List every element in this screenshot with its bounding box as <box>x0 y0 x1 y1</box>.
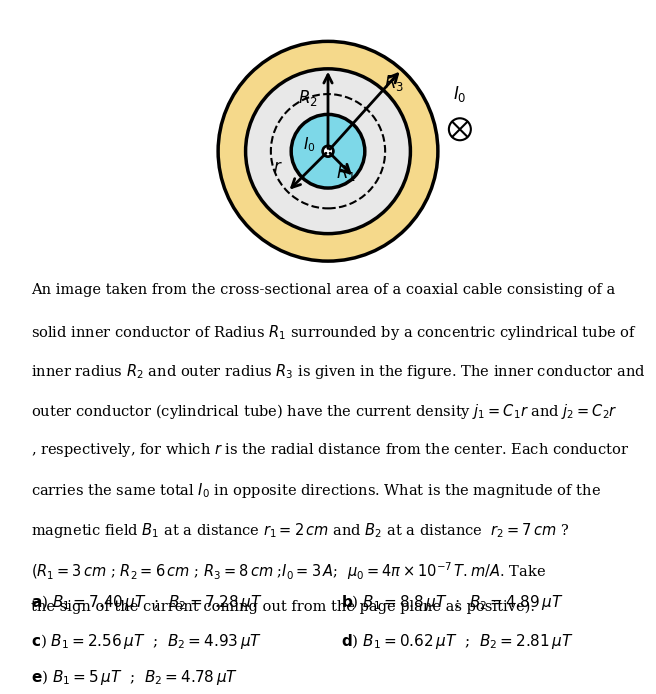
Text: An image taken from the cross-sectional area of a coaxial cable consisting of a: An image taken from the cross-sectional … <box>31 283 616 297</box>
Text: $R_1$: $R_1$ <box>336 163 356 183</box>
Wedge shape <box>302 115 354 151</box>
Text: $r$: $r$ <box>273 158 282 176</box>
Text: $\mathbf{e}$) $B_1 = 5\,\mu T$  ;  $B_2 = 4.78\,\mu T$: $\mathbf{e}$) $B_1 = 5\,\mu T$ ; $B_2 = … <box>31 668 239 687</box>
Text: inner radius $R_2$ and outer radius $R_3$ is given in the figure. The inner cond: inner radius $R_2$ and outer radius $R_3… <box>31 362 646 381</box>
Text: $\mathbf{c}$) $B_1 = 2.56\,\mu T$  ;  $B_2 = 4.93\,\mu T$: $\mathbf{c}$) $B_1 = 2.56\,\mu T$ ; $B_2… <box>31 632 262 650</box>
Text: carries the same total $I_0$ in opposite directions. What is the magnitude of th: carries the same total $I_0$ in opposite… <box>31 481 602 500</box>
Text: outer conductor (cylindrical tube) have the current density $j_1 = C_1r$ and $j_: outer conductor (cylindrical tube) have … <box>31 402 618 421</box>
Text: , respectively, for which $r$ is the radial distance from the center. Each condu: , respectively, for which $r$ is the rad… <box>31 441 630 459</box>
Circle shape <box>325 148 331 155</box>
Text: $R_3$: $R_3$ <box>384 73 404 93</box>
Text: the sign of the current coming out from the page plane as positive).: the sign of the current coming out from … <box>31 600 535 614</box>
Text: $I_0$: $I_0$ <box>303 135 316 154</box>
Text: $R_2$: $R_2$ <box>298 89 318 108</box>
Text: magnetic field $B_1$ at a distance $r_1 = 2\,cm$ and $B_2$ at a distance  $r_2 =: magnetic field $B_1$ at a distance $r_1 … <box>31 520 570 540</box>
Circle shape <box>218 42 438 261</box>
Circle shape <box>291 115 365 188</box>
Text: $\mathbf{b}$) $B_1 = 8.8\,\mu T$  ;  $B_2 = 4.89\,\mu T$: $\mathbf{b}$) $B_1 = 8.8\,\mu T$ ; $B_2 … <box>341 593 564 612</box>
Text: $\mathbf{d}$) $B_1 = 0.62\,\mu T$  ;  $B_2 = 2.81\,\mu T$: $\mathbf{d}$) $B_1 = 0.62\,\mu T$ ; $B_2… <box>341 632 574 650</box>
Text: $(R_1 = 3\,cm$ ; $R_2 = 6\,cm$ ; $R_3 = 8\,cm$ ;$I_0 = 3\,A$;  $\mu_0 = 4\pi\tim: $(R_1 = 3\,cm$ ; $R_2 = 6\,cm$ ; $R_3 = … <box>31 560 546 582</box>
Text: solid inner conductor of Radius $R_1$ surrounded by a concentric cylindrical tub: solid inner conductor of Radius $R_1$ su… <box>31 323 638 341</box>
Text: $I_0$: $I_0$ <box>453 84 466 104</box>
Circle shape <box>322 145 334 158</box>
Circle shape <box>245 69 411 234</box>
Text: $\mathbf{a}$) $B_1 = 7.40\,\mu T$  ;  $B_2 = 7.28\,\mu T$: $\mathbf{a}$) $B_1 = 7.40\,\mu T$ ; $B_2… <box>31 593 263 612</box>
